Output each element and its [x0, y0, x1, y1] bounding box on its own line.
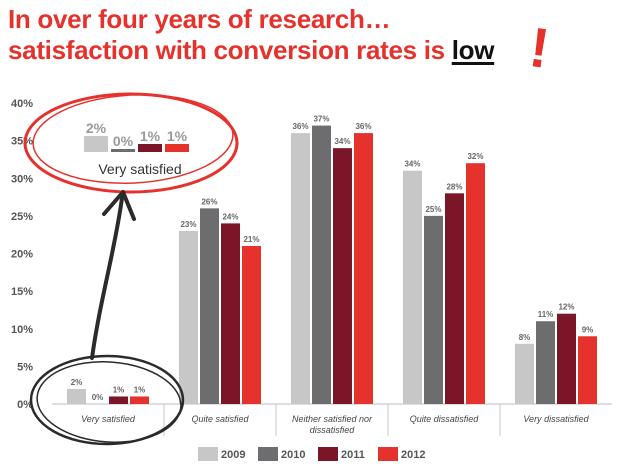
- data-label: 34%: [334, 137, 350, 146]
- callout-value: 1%: [167, 128, 188, 144]
- y-tick-label: 20%: [11, 249, 33, 261]
- x-tick-label: Neither satisfied nor dissatisfied: [292, 414, 373, 435]
- callout-label: Very satisfied: [98, 161, 181, 177]
- sketch-arrow-head: [102, 190, 136, 221]
- bar: [515, 343, 534, 404]
- data-label: 23%: [180, 220, 196, 229]
- legend-label: 2009: [221, 449, 245, 461]
- legend-label: 2010: [281, 449, 305, 461]
- data-label: 0%: [92, 393, 104, 402]
- y-tick-label: 0%: [17, 399, 33, 411]
- bar: [312, 125, 331, 404]
- headline-line-2-prefix: satisfaction with conversion rates is: [8, 35, 452, 65]
- legend-swatch: [258, 447, 278, 461]
- x-tick-label: Very satisfied: [81, 414, 136, 424]
- data-label: 34%: [404, 160, 420, 169]
- bar: [403, 170, 422, 404]
- y-tick-label: 25%: [11, 211, 33, 223]
- legend-label: 2012: [401, 449, 425, 461]
- sketch-circle-stroke: [36, 361, 182, 443]
- bar: [67, 388, 86, 404]
- bar: [130, 396, 149, 404]
- bar: [179, 230, 198, 404]
- data-label: 1%: [134, 385, 146, 394]
- bar: [536, 321, 555, 404]
- zoom-callout: 2% 0% 1% 1% Very satisfied: [23, 92, 239, 446]
- callout-bar: [138, 144, 162, 152]
- y-tick-label: 15%: [11, 286, 33, 298]
- data-label: 26%: [201, 197, 217, 206]
- data-label: 28%: [446, 182, 462, 191]
- data-label: 2%: [71, 378, 83, 387]
- bar: [291, 133, 310, 404]
- y-tick-label: 5%: [17, 361, 33, 373]
- data-label: 1%: [113, 385, 125, 394]
- bar: [578, 336, 597, 404]
- callout-bar: [84, 136, 108, 152]
- data-label: 11%: [538, 310, 554, 319]
- x-tick-label: Very dissatisfied: [523, 414, 589, 424]
- data-label: 8%: [519, 333, 531, 342]
- bar: [466, 163, 485, 404]
- highlight-ellipse-stroke: [32, 93, 234, 185]
- y-tick-label: 40%: [11, 98, 33, 110]
- callout-value: 2%: [86, 120, 107, 136]
- data-label: 36%: [292, 122, 308, 131]
- bar: [445, 193, 464, 404]
- headline-line-2: satisfaction with conversion rates is lo…: [8, 35, 620, 66]
- data-label: 24%: [222, 212, 238, 221]
- data-label: 37%: [313, 115, 329, 124]
- headline-line-1: In over four years of research…: [8, 4, 391, 34]
- callout-value: 0%: [113, 133, 134, 149]
- legend-swatch: [378, 447, 398, 461]
- bar: [221, 223, 240, 404]
- x-axis: Very satisfied Quite satisfied Neither sat…: [81, 404, 590, 436]
- highlight-ellipse: [23, 92, 239, 194]
- headline-emphasis: low: [451, 35, 495, 65]
- data-label: 21%: [243, 235, 259, 244]
- legend-swatch: [318, 447, 338, 461]
- y-tick-label: 30%: [11, 173, 33, 185]
- data-label: 36%: [355, 122, 371, 131]
- callout-bar: [111, 149, 135, 152]
- sketch-circle: [29, 354, 185, 446]
- data-label: 32%: [467, 152, 483, 161]
- data-label: 25%: [425, 205, 441, 214]
- bar: [109, 396, 128, 404]
- x-tick-label: Quite satisfied: [191, 414, 249, 424]
- bar: [424, 215, 443, 404]
- bar: [354, 133, 373, 404]
- x-tick-label: Quite dissatisfied: [410, 414, 480, 424]
- bars: 2% 0% 1% 1% 23% 26% 24% 21% 36% 37% 34% 36% 34% 25% 28…: [67, 115, 597, 404]
- y-tick-label: 10%: [11, 324, 33, 336]
- callout-value: 1%: [140, 128, 161, 144]
- sketch-arrow-shaft: [90, 196, 124, 360]
- legend: 2009 2010 2011 2012: [198, 447, 425, 461]
- bar: [333, 148, 352, 404]
- legend-label: 2011: [341, 449, 365, 461]
- callout-bar: [165, 144, 189, 152]
- bar: [200, 208, 219, 404]
- data-label: 12%: [558, 303, 574, 312]
- data-label: 9%: [582, 325, 594, 334]
- legend-swatch: [198, 447, 218, 461]
- bar: [242, 245, 261, 404]
- y-tick-label: 35%: [11, 136, 33, 148]
- bar: [557, 313, 576, 404]
- headline: In over four years of research… satisfac…: [8, 4, 620, 66]
